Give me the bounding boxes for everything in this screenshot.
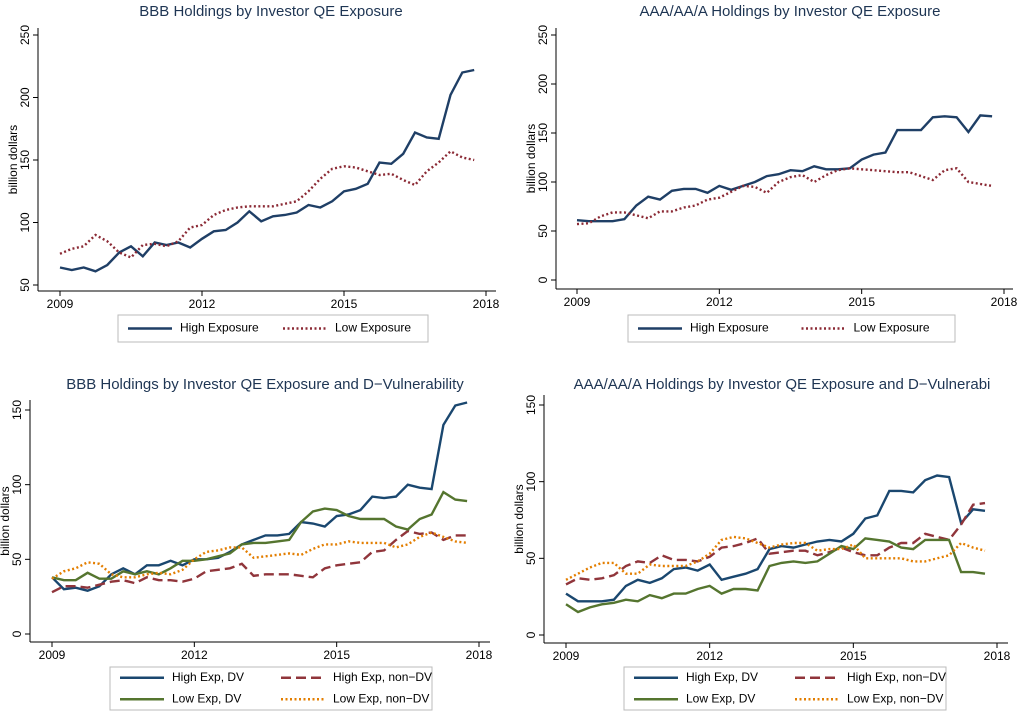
x-tick-label: 2012 — [706, 295, 733, 309]
x-tick-label: 2009 — [39, 648, 66, 662]
y-axis-label: billion dollars — [512, 484, 526, 553]
legend-label: Low Exp, non−DV — [847, 691, 943, 705]
x-tick-label: 2018 — [984, 649, 1011, 663]
line-series — [51, 529, 468, 594]
line-series — [51, 401, 468, 592]
line-series — [59, 68, 475, 273]
legend-label: Low Exp, non−DV — [333, 691, 429, 705]
y-tick-label: 250 — [18, 25, 32, 45]
x-tick-label: 2015 — [323, 648, 350, 662]
line-series — [565, 501, 986, 586]
line-series — [576, 114, 993, 223]
legend-label: Low Exp, DV — [686, 691, 755, 705]
y-tick-label: 0 — [536, 276, 550, 283]
legend-label: High Exp, DV — [172, 670, 244, 684]
x-tick-label: 2009 — [553, 649, 580, 663]
y-tick-label: 0 — [524, 631, 538, 638]
line-series — [565, 474, 986, 603]
y-tick-label: 100 — [18, 212, 32, 232]
y-tick-label: 200 — [536, 74, 550, 94]
y-tick-label: 150 — [18, 150, 32, 170]
y-tick-label: 150 — [10, 400, 24, 420]
legend-box — [627, 314, 956, 343]
x-tick-label: 2015 — [840, 649, 867, 663]
x-tick-label: 2012 — [189, 297, 216, 311]
chart-title: AAA/AA/A Holdings by Investor QE Exposur… — [574, 376, 991, 393]
x-tick-label: 2018 — [991, 295, 1018, 309]
legend-label: High Exp, non−DV — [847, 670, 946, 684]
y-tick-label: 150 — [524, 395, 538, 415]
legend-label: Low Exp, DV — [172, 691, 241, 705]
y-tick-label: 50 — [10, 552, 24, 566]
x-tick-label: 2009 — [564, 295, 591, 309]
x-tick-label: 2018 — [466, 648, 493, 662]
line-series — [565, 535, 986, 581]
y-tick-label: 150 — [536, 123, 550, 143]
legend-label: High Exp, DV — [686, 670, 758, 684]
legend-label: Low Exposure — [335, 321, 411, 335]
y-axis-label: billion dollars — [6, 125, 20, 194]
line-series — [59, 149, 475, 259]
y-axis-label: billion dollars — [524, 124, 538, 193]
x-tick-label: 2012 — [696, 649, 723, 663]
legend-label: Low Exposure — [854, 321, 930, 335]
line-series — [565, 537, 986, 614]
chart-title: BBB Holdings by Investor QE Exposure — [139, 3, 402, 20]
legend-label: High Exposure — [180, 321, 259, 335]
y-tick-label: 250 — [536, 25, 550, 45]
y-tick-label: 50 — [18, 278, 32, 292]
legend-label: High Exp, non−DV — [333, 670, 432, 684]
y-tick-label: 50 — [536, 224, 550, 238]
y-tick-label: 100 — [10, 474, 24, 494]
x-tick-label: 2009 — [47, 297, 74, 311]
legend-box — [623, 666, 947, 711]
chart-title: BBB Holdings by Investor QE Exposure and… — [66, 376, 464, 393]
y-tick-label: 100 — [536, 172, 550, 192]
y-tick-label: 200 — [18, 87, 32, 107]
chart-title: AAA/AA/A Holdings by Investor QE Exposur… — [640, 3, 941, 20]
x-tick-label: 2018 — [473, 297, 500, 311]
y-tick-label: 0 — [10, 630, 24, 637]
y-tick-label: 100 — [524, 471, 538, 491]
line-series — [576, 167, 993, 226]
x-tick-label: 2015 — [331, 297, 358, 311]
x-tick-label: 2015 — [848, 295, 875, 309]
legend-box — [109, 666, 433, 711]
y-axis-label: billion dollars — [0, 486, 12, 555]
line-series — [51, 531, 468, 580]
legend-label: High Exposure — [690, 321, 769, 335]
line-series — [51, 490, 468, 582]
y-tick-label: 50 — [524, 551, 538, 565]
x-tick-label: 2012 — [181, 648, 208, 662]
